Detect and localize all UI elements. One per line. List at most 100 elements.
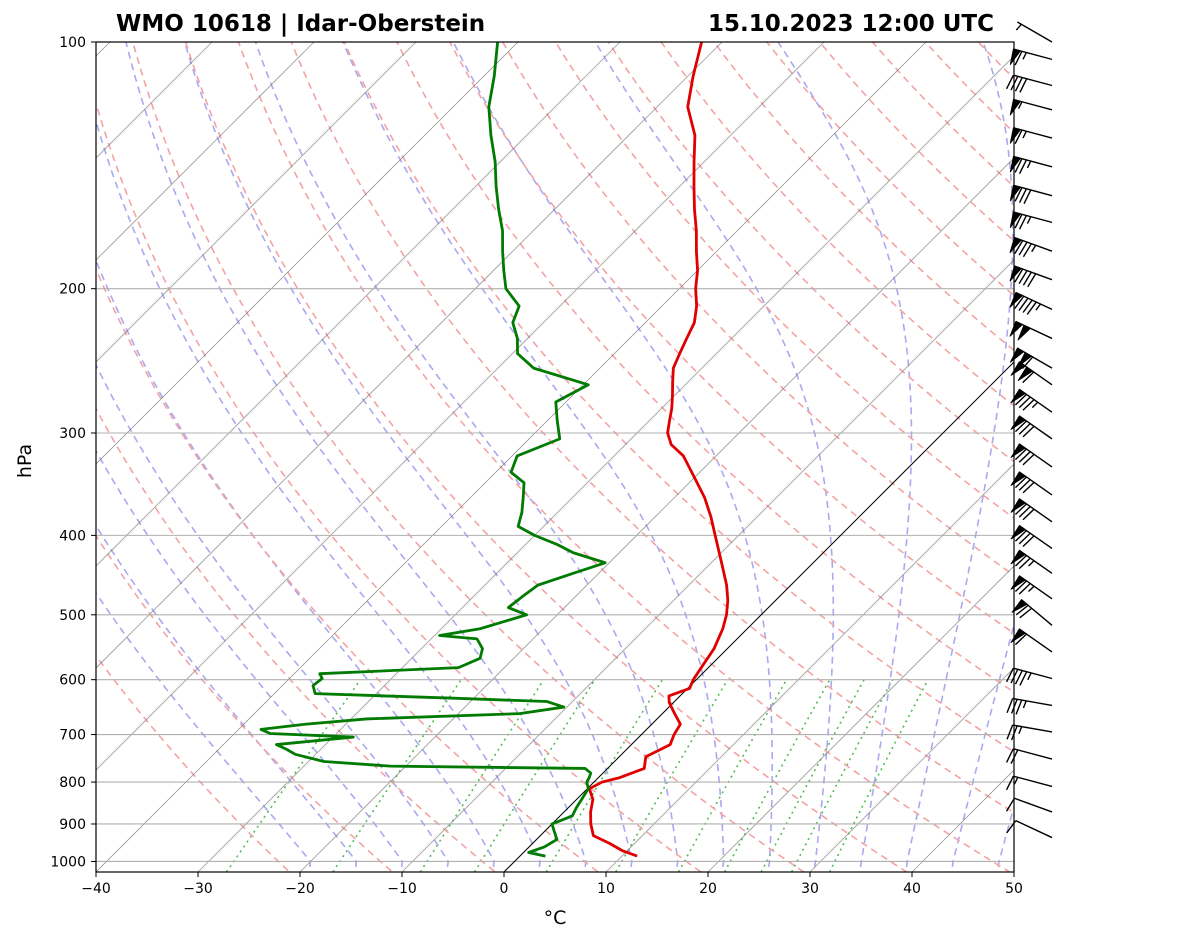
mixing-ratio-line <box>332 679 462 872</box>
isotherm-line <box>96 42 825 771</box>
wind-barb <box>1005 667 1053 686</box>
barb-flag <box>1014 295 1025 310</box>
barb-flag <box>1018 583 1031 595</box>
barb-flag <box>1018 532 1031 545</box>
barb-pennant <box>1010 549 1026 565</box>
dry-adiabat <box>96 654 291 872</box>
y-tick-label: 700 <box>59 728 86 744</box>
isotherm-line <box>96 42 621 567</box>
y-tick-label: 900 <box>59 817 86 833</box>
moist-adiabat <box>452 42 774 872</box>
dry-adiabat <box>96 267 600 872</box>
barb-flag <box>1027 273 1037 288</box>
x-tick-label: −40 <box>81 881 111 897</box>
dry-adiabat <box>237 42 1012 872</box>
y-tick-label: 400 <box>59 528 86 544</box>
barb-half-flag <box>1031 244 1037 253</box>
barb-flag <box>1022 243 1032 258</box>
barb-flag <box>1014 476 1027 489</box>
barb-flag <box>1014 77 1023 92</box>
wind-barb <box>1010 443 1053 468</box>
wind-barb <box>1005 748 1053 764</box>
mixing-ratio-line <box>760 679 865 872</box>
y-tick-label: 500 <box>59 608 86 624</box>
barb-flag <box>1019 671 1028 686</box>
moist-adiabat <box>594 42 835 872</box>
wind-barb <box>1006 724 1053 741</box>
x-tick-label: 30 <box>801 881 819 897</box>
isotherm-line <box>911 769 1014 872</box>
wind-barb <box>1010 628 1053 653</box>
barb-flag <box>1018 396 1031 409</box>
dry-adiabat <box>132 42 806 872</box>
barb-flag <box>1014 187 1023 202</box>
x-tick-label: 10 <box>597 881 615 897</box>
mixing-ratio-line <box>828 679 929 872</box>
barb-half-flag <box>1028 585 1035 592</box>
dry-adiabats <box>96 42 1014 872</box>
wind-barb <box>1010 361 1053 386</box>
y-axis-ticks: 100 200 300 400 500 600 700 800 900 1000 <box>50 35 96 870</box>
barb-pennant <box>1009 265 1023 282</box>
barb-flag <box>1010 725 1018 741</box>
barb-flag <box>1006 820 1017 834</box>
y-tick-label: 300 <box>59 426 86 442</box>
barb-flag <box>1022 535 1035 547</box>
mixing-ratio-line <box>545 679 664 872</box>
zero-isotherm-line <box>503 361 1014 872</box>
isotherm-line <box>197 55 1014 872</box>
y-tick-label: 200 <box>59 282 86 298</box>
dry-adiabat <box>96 100 703 872</box>
barb-flag <box>1014 50 1023 66</box>
dry-adiabat <box>607 42 1014 463</box>
dry-adiabat <box>977 42 1014 80</box>
plot-area <box>96 42 1181 872</box>
barb-half-flag <box>1017 101 1023 109</box>
isotherm-line <box>96 42 417 363</box>
barb-pennant <box>1009 211 1022 228</box>
dry-adiabat <box>660 42 1014 407</box>
barb-flag <box>1015 699 1023 715</box>
barb-pennant <box>1009 184 1022 202</box>
dry-adiabat <box>819 42 1014 242</box>
wind-barb <box>1010 524 1053 550</box>
barb-flag <box>1018 188 1027 203</box>
isotherm-line <box>96 42 519 465</box>
barb-half-flag <box>1031 401 1039 409</box>
barb-half-flag <box>1022 52 1027 60</box>
x-axis-label: °C <box>544 907 567 929</box>
barb-flag <box>1023 189 1032 205</box>
barb-flag <box>1010 749 1019 764</box>
barb-pennant <box>1010 575 1026 590</box>
plot-frame <box>95 41 1015 873</box>
wind-barb <box>1009 265 1053 288</box>
barb-pennant <box>1010 443 1026 458</box>
barb-pennant <box>1011 599 1028 613</box>
dry-adiabat <box>343 42 1014 753</box>
barb-pennant <box>1009 127 1022 144</box>
chart-title-time: 15.10.2023 12:00 UTC <box>708 11 994 37</box>
barb-shaft <box>1012 697 1053 707</box>
barb-flag <box>1022 453 1035 466</box>
barb-pennant <box>1010 628 1026 644</box>
barb-pennant <box>1010 388 1026 404</box>
barb-flag <box>1014 580 1027 592</box>
barb-flag <box>1014 503 1027 515</box>
barb-flag <box>1010 76 1019 91</box>
barb-flag <box>1022 399 1035 411</box>
barb-half-flag <box>1018 726 1023 735</box>
temperature-profile <box>587 42 730 858</box>
wind-barb <box>1011 599 1053 626</box>
barb-half-flag <box>1026 160 1032 169</box>
wind-barb <box>1009 236 1053 258</box>
barb-shaft <box>1013 748 1053 760</box>
isotherm-line <box>96 42 315 261</box>
wind-barb <box>1009 320 1053 341</box>
barb-flag <box>1014 240 1024 254</box>
isotherm-line <box>707 565 1014 872</box>
moist-adiabat <box>950 621 1014 872</box>
barb-flag <box>1018 241 1028 256</box>
wind-barb <box>1005 74 1053 93</box>
dry-adiabat <box>554 42 1014 520</box>
isotherm-line <box>1116 42 1181 872</box>
